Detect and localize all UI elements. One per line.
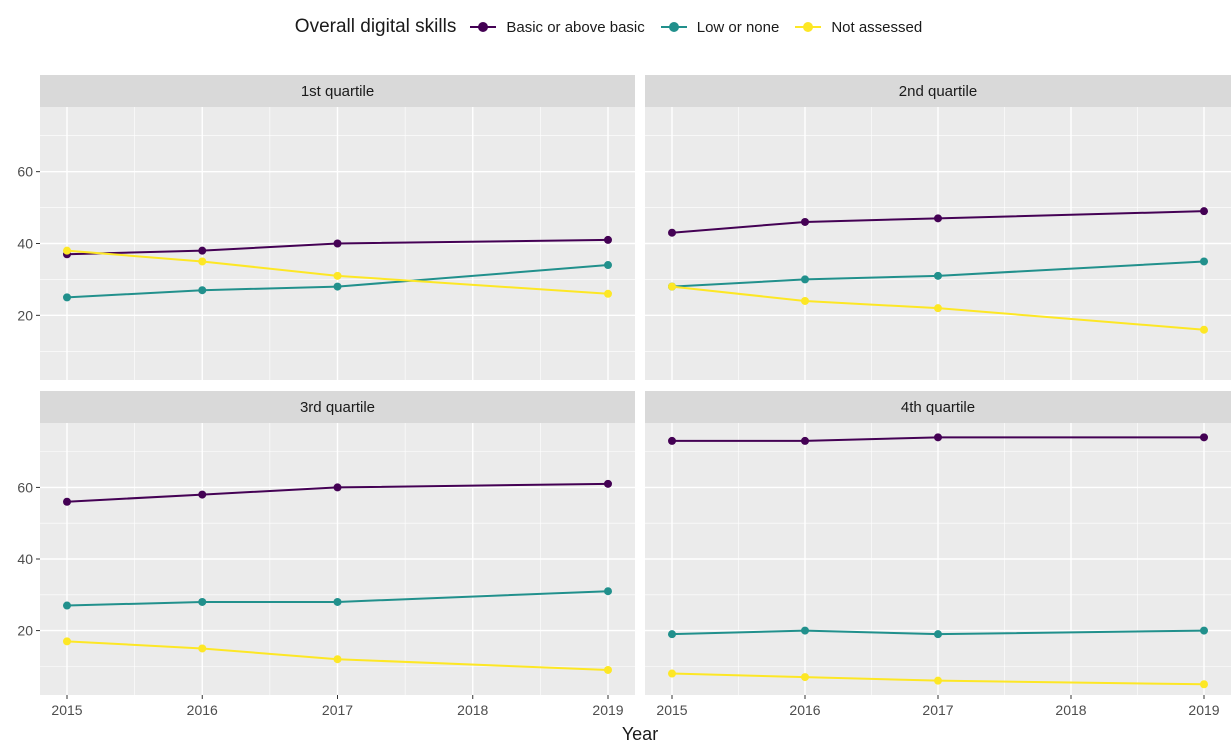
data-point-low-or-none (63, 601, 71, 610)
series-line-not-assessed (66, 640, 609, 671)
data-point-low-or-none (1200, 257, 1208, 266)
data-point-low-or-none (198, 597, 207, 606)
data-point-low-or-none (668, 630, 676, 639)
series-line-basic-or-above-basic (66, 238, 609, 256)
x-tick-label: 2015 (51, 702, 82, 718)
facet-title-4th-quartile: 4th quartile (901, 399, 975, 416)
data-point-basic-or-above-basic (333, 239, 342, 248)
data-point-basic-or-above-basic (1200, 207, 1208, 216)
series-line-not-assessed (66, 249, 609, 295)
data-point-low-or-none (333, 597, 342, 606)
series-line-not-assessed (671, 672, 1205, 686)
legend-item-not-assessed: Not assessed (793, 17, 922, 37)
data-point-basic-or-above-basic (1200, 433, 1208, 442)
x-tick-label: 2017 (922, 702, 953, 718)
y-tick-label: 60 (17, 164, 33, 180)
facet-strip-2nd-quartile (645, 75, 1231, 107)
data-point-basic-or-above-basic (668, 228, 676, 237)
legend: Overall digital skills Basic or above ba… (0, 10, 1231, 44)
data-point-not-assessed (1200, 680, 1208, 689)
legend-key-not-assessed (793, 17, 823, 37)
y-tick-label: 60 (17, 479, 33, 495)
series-line-low-or-none (66, 590, 609, 607)
data-point-not-assessed (333, 655, 342, 664)
x-axis-title: Year (622, 724, 658, 742)
x-tick-label: 2016 (789, 702, 820, 718)
data-point-basic-or-above-basic (604, 479, 612, 488)
legend-label-low: Low or none (696, 18, 780, 36)
legend-item-low: Low or none (659, 17, 780, 37)
data-point-low-or-none (801, 275, 809, 284)
data-point-low-or-none (63, 293, 71, 302)
data-point-basic-or-above-basic (934, 214, 942, 223)
data-point-not-assessed (801, 673, 809, 682)
data-point-not-assessed (668, 669, 676, 678)
facet-strip-1st-quartile (40, 75, 635, 107)
data-point-basic-or-above-basic (801, 217, 809, 226)
legend-key-low (659, 17, 689, 37)
x-tick-label: 2017 (322, 702, 353, 718)
data-point-basic-or-above-basic (198, 246, 207, 255)
data-point-low-or-none (934, 271, 942, 280)
y-tick-label: 40 (17, 236, 33, 252)
series-line-not-assessed (671, 285, 1205, 331)
series-line-low-or-none (66, 264, 609, 299)
data-point-low-or-none (934, 630, 942, 639)
data-point-not-assessed (604, 665, 612, 674)
data-point-not-assessed (934, 304, 942, 313)
facet-title-2nd-quartile: 2nd quartile (899, 83, 977, 100)
x-tick-label: 2019 (592, 702, 623, 718)
data-point-basic-or-above-basic (198, 490, 207, 499)
legend-label-basic: Basic or above basic (506, 18, 645, 36)
facet-title-3rd-quartile: 3rd quartile (300, 399, 375, 416)
data-point-low-or-none (604, 587, 612, 596)
legend-title: Overall digital skills (294, 16, 457, 37)
data-point-low-or-none (333, 282, 342, 291)
y-tick-label: 40 (17, 551, 33, 567)
data-point-low-or-none (1200, 626, 1208, 635)
legend-key-basic (468, 17, 498, 37)
data-point-basic-or-above-basic (668, 436, 676, 445)
data-point-not-assessed (668, 282, 676, 291)
data-point-basic-or-above-basic (801, 436, 809, 445)
data-point-basic-or-above-basic (63, 497, 71, 506)
facet-title-1st-quartile: 1st quartile (301, 83, 374, 100)
x-tick-label: 2019 (1188, 702, 1219, 718)
x-tick-label: 2015 (656, 702, 687, 718)
data-point-low-or-none (801, 626, 809, 635)
data-point-not-assessed (198, 257, 207, 266)
data-point-basic-or-above-basic (333, 483, 342, 492)
facet-strip-4th-quartile (645, 391, 1231, 423)
data-point-low-or-none (198, 286, 207, 295)
data-point-not-assessed (1200, 325, 1208, 334)
legend-item-basic: Basic or above basic (468, 17, 645, 37)
data-point-not-assessed (63, 246, 71, 255)
x-tick-label: 2018 (457, 702, 488, 718)
data-point-not-assessed (604, 289, 612, 298)
x-tick-label: 2018 (1055, 702, 1086, 718)
facet-strip-3rd-quartile (40, 391, 635, 423)
y-tick-label: 20 (17, 623, 33, 639)
data-point-not-assessed (63, 637, 71, 646)
data-point-not-assessed (934, 676, 942, 685)
data-point-not-assessed (801, 296, 809, 305)
series-line-basic-or-above-basic (66, 482, 609, 503)
data-point-basic-or-above-basic (604, 235, 612, 244)
data-point-not-assessed (198, 644, 207, 653)
data-point-not-assessed (333, 271, 342, 280)
series-line-basic-or-above-basic (671, 210, 1205, 234)
series-line-low-or-none (671, 260, 1205, 288)
data-point-low-or-none (604, 261, 612, 270)
series-line-basic-or-above-basic (672, 436, 1204, 442)
series-line-low-or-none (671, 629, 1205, 636)
y-tick-label: 20 (17, 307, 33, 323)
legend-label-not-assessed: Not assessed (831, 18, 923, 36)
data-point-basic-or-above-basic (934, 433, 942, 442)
x-tick-label: 2016 (187, 702, 218, 718)
